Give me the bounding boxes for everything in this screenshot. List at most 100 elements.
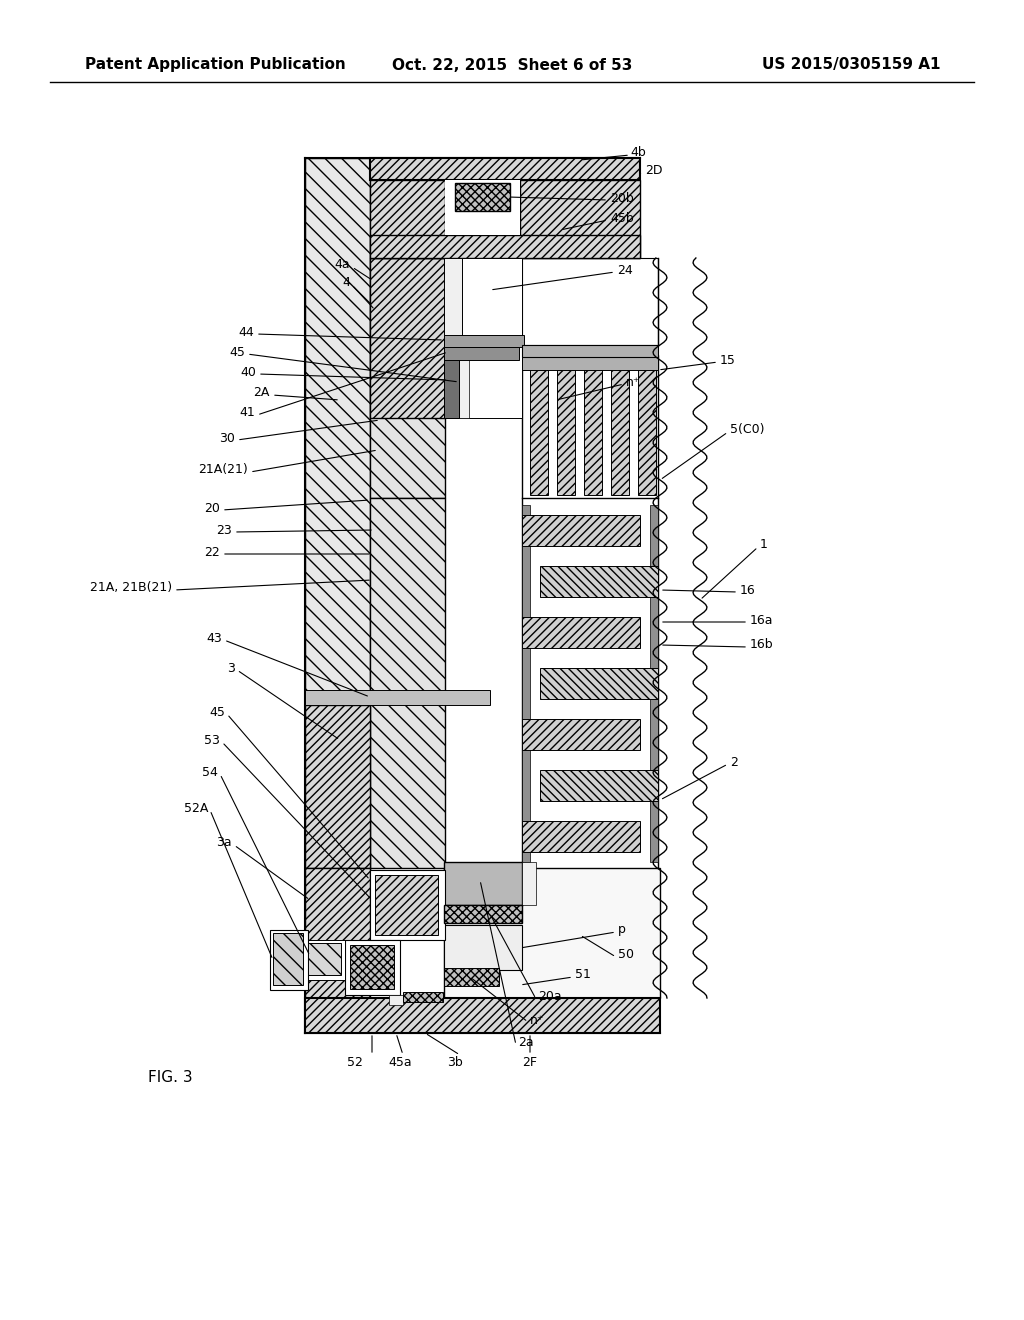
Text: 3b: 3b <box>447 1056 463 1068</box>
Bar <box>650 506 658 862</box>
Bar <box>444 862 522 906</box>
Bar <box>370 257 445 498</box>
Bar <box>350 945 394 989</box>
Text: 16b: 16b <box>750 639 773 652</box>
Bar <box>370 180 445 257</box>
Text: 45b: 45b <box>610 211 634 224</box>
Text: Oct. 22, 2015  Sheet 6 of 53: Oct. 22, 2015 Sheet 6 of 53 <box>392 58 632 73</box>
Bar <box>522 345 658 356</box>
Text: 16a: 16a <box>750 614 773 627</box>
Bar <box>305 869 370 998</box>
Bar <box>270 931 308 990</box>
Text: 2A: 2A <box>254 387 270 400</box>
Text: 4: 4 <box>342 276 350 289</box>
Text: 2F: 2F <box>522 1056 538 1068</box>
Text: 53: 53 <box>204 734 220 747</box>
Bar <box>522 515 640 546</box>
Bar <box>444 968 499 986</box>
Bar <box>444 257 462 418</box>
Bar <box>305 158 370 939</box>
Text: 2: 2 <box>730 755 738 768</box>
Text: 15: 15 <box>720 354 736 367</box>
Bar <box>370 235 640 257</box>
Text: 51: 51 <box>575 969 591 982</box>
Bar <box>455 183 510 211</box>
Bar <box>305 998 660 1034</box>
Bar <box>389 995 403 1005</box>
Text: 20b: 20b <box>610 191 634 205</box>
Bar <box>522 616 640 648</box>
Bar <box>370 498 445 869</box>
Text: 2D: 2D <box>645 164 663 177</box>
Bar <box>522 257 658 345</box>
Text: 40: 40 <box>240 366 256 379</box>
Text: 21A(21): 21A(21) <box>199 463 248 477</box>
Bar <box>444 347 519 360</box>
Text: 2a: 2a <box>518 1036 534 1049</box>
Text: 52A: 52A <box>183 801 208 814</box>
Bar <box>540 566 658 598</box>
Bar <box>584 370 602 495</box>
Text: 45a: 45a <box>388 1056 412 1068</box>
Text: 1: 1 <box>760 539 768 552</box>
Text: US 2015/0305159 A1: US 2015/0305159 A1 <box>762 58 940 73</box>
Text: 21A, 21B(21): 21A, 21B(21) <box>90 582 172 594</box>
Text: 20a: 20a <box>538 990 561 1003</box>
Text: n⁺: n⁺ <box>530 1014 545 1027</box>
Bar <box>305 940 345 979</box>
Text: 52: 52 <box>347 1056 362 1068</box>
Bar <box>345 940 400 995</box>
Text: 41: 41 <box>240 407 255 420</box>
Text: 44: 44 <box>239 326 254 338</box>
Text: p: p <box>618 924 626 936</box>
Text: 45: 45 <box>229 346 245 359</box>
Bar <box>522 355 658 370</box>
Text: 3a: 3a <box>216 837 232 850</box>
Text: 22: 22 <box>204 545 220 558</box>
Text: FIG. 3: FIG. 3 <box>148 1071 193 1085</box>
Bar <box>522 862 536 906</box>
Bar <box>370 158 640 180</box>
Bar <box>522 506 530 862</box>
Bar <box>522 718 640 750</box>
Bar <box>530 370 548 495</box>
Text: 50: 50 <box>618 949 634 961</box>
Text: 45: 45 <box>209 705 225 718</box>
Text: 43: 43 <box>206 631 222 644</box>
Bar <box>638 370 656 495</box>
Text: 54: 54 <box>202 766 218 779</box>
Text: Patent Application Publication: Patent Application Publication <box>85 58 346 73</box>
Bar <box>273 933 303 985</box>
Bar <box>444 335 524 347</box>
Bar <box>375 875 438 935</box>
Bar <box>522 821 640 853</box>
Text: 20: 20 <box>204 502 220 515</box>
Bar <box>522 355 658 870</box>
Bar <box>459 347 469 418</box>
Text: 30: 30 <box>219 432 234 445</box>
Text: 4a: 4a <box>335 259 350 272</box>
Bar <box>403 993 443 1002</box>
Bar <box>611 370 629 495</box>
Bar <box>444 347 459 418</box>
Bar <box>305 690 490 705</box>
Bar <box>444 925 522 970</box>
Text: 23: 23 <box>216 524 232 536</box>
Bar <box>445 180 520 235</box>
Bar <box>305 705 370 869</box>
Bar <box>308 942 341 975</box>
Bar <box>557 370 575 495</box>
Text: 4b: 4b <box>630 145 646 158</box>
Bar <box>462 257 522 418</box>
Bar <box>540 770 658 801</box>
Bar <box>520 180 640 257</box>
Text: 3: 3 <box>227 661 234 675</box>
Text: 24: 24 <box>617 264 633 276</box>
Text: 16: 16 <box>740 583 756 597</box>
Bar <box>540 668 658 700</box>
Text: n⁺: n⁺ <box>626 375 640 388</box>
Bar <box>444 869 660 998</box>
Bar <box>370 257 445 418</box>
Text: 5(C0): 5(C0) <box>730 424 765 437</box>
Bar <box>444 906 522 923</box>
